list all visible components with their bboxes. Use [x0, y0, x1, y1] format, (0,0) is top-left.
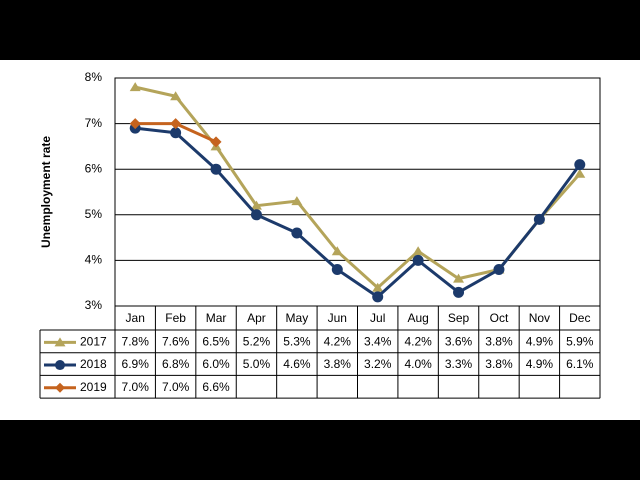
x-tick-label: Aug — [407, 311, 428, 325]
table-value: 3.8% — [485, 335, 513, 349]
data-point — [170, 118, 182, 130]
table-value: 6.1% — [566, 357, 594, 371]
table-value: 6.0% — [202, 357, 230, 371]
y-tick-label: 4% — [85, 253, 103, 267]
table-value: 3.8% — [485, 357, 513, 371]
background — [0, 60, 640, 420]
legend-marker — [54, 337, 66, 347]
series-line — [135, 126, 581, 299]
x-tick-label: May — [286, 311, 309, 325]
data-point — [574, 159, 586, 171]
table-value: 4.2% — [404, 335, 432, 349]
data-point — [331, 246, 343, 256]
data-point — [412, 246, 424, 256]
data-point — [574, 168, 586, 178]
data-point — [210, 136, 222, 148]
data-point — [129, 82, 141, 92]
y-tick-label: 5% — [85, 207, 103, 221]
table-value: 6.6% — [202, 380, 230, 394]
y-tick-label: 3% — [85, 298, 103, 312]
data-point — [250, 209, 262, 221]
x-tick-label: Oct — [490, 311, 509, 325]
data-point — [250, 200, 262, 210]
table-value: 5.3% — [283, 335, 311, 349]
x-tick-label: Sep — [448, 311, 470, 325]
data-point — [170, 127, 182, 139]
y-tick-label: 6% — [85, 161, 103, 175]
legend-label: 2017 — [80, 335, 107, 349]
table-value: 7.6% — [162, 335, 190, 349]
data-point — [453, 273, 465, 283]
table-value: 5.0% — [243, 357, 271, 371]
y-tick-label: 7% — [85, 116, 103, 130]
table-value: 3.3% — [445, 357, 473, 371]
legend-label: 2018 — [80, 357, 107, 371]
y-tick-label: 8% — [85, 70, 103, 84]
table-value: 6.5% — [202, 335, 230, 349]
x-tick-label: Mar — [206, 311, 227, 325]
table-value: 6.8% — [162, 357, 190, 371]
table-value: 4.9% — [526, 357, 554, 371]
table-value: 4.6% — [283, 357, 311, 371]
table-value: 3.4% — [364, 335, 392, 349]
table-value: 3.8% — [324, 357, 352, 371]
data-point — [291, 196, 303, 206]
table-value: 3.2% — [364, 357, 392, 371]
data-point — [493, 264, 505, 276]
table-value: 7.0% — [162, 380, 190, 394]
data-point — [331, 264, 343, 276]
table-value: 5.2% — [243, 335, 271, 349]
data-point — [533, 213, 545, 225]
legend-label: 2019 — [80, 380, 107, 394]
x-tick-label: Nov — [529, 311, 550, 325]
legend-marker — [55, 382, 65, 393]
x-tick-label: Dec — [569, 311, 590, 325]
x-tick-label: Apr — [247, 311, 266, 325]
table-value: 6.9% — [122, 357, 150, 371]
table-value: 4.2% — [324, 335, 352, 349]
y-axis-label: Unemployment rate — [39, 136, 53, 248]
table-value: 4.9% — [526, 335, 554, 349]
table-value: 5.9% — [566, 335, 594, 349]
data-point — [129, 118, 141, 130]
legend-marker — [55, 360, 65, 371]
x-tick-label: Jul — [370, 311, 385, 325]
x-tick-label: Jun — [328, 311, 347, 325]
table-value: 3.6% — [445, 335, 473, 349]
table-value: 7.8% — [122, 335, 150, 349]
data-point — [412, 254, 424, 266]
data-point — [210, 163, 222, 175]
data-point — [170, 91, 182, 101]
table-value: 4.0% — [404, 357, 432, 371]
data-point — [372, 282, 384, 292]
data-point — [291, 227, 303, 239]
data-point — [372, 291, 384, 303]
data-point — [453, 286, 465, 298]
x-tick-label: Feb — [165, 311, 186, 325]
table-value: 7.0% — [122, 380, 150, 394]
x-tick-label: Jan — [126, 311, 145, 325]
